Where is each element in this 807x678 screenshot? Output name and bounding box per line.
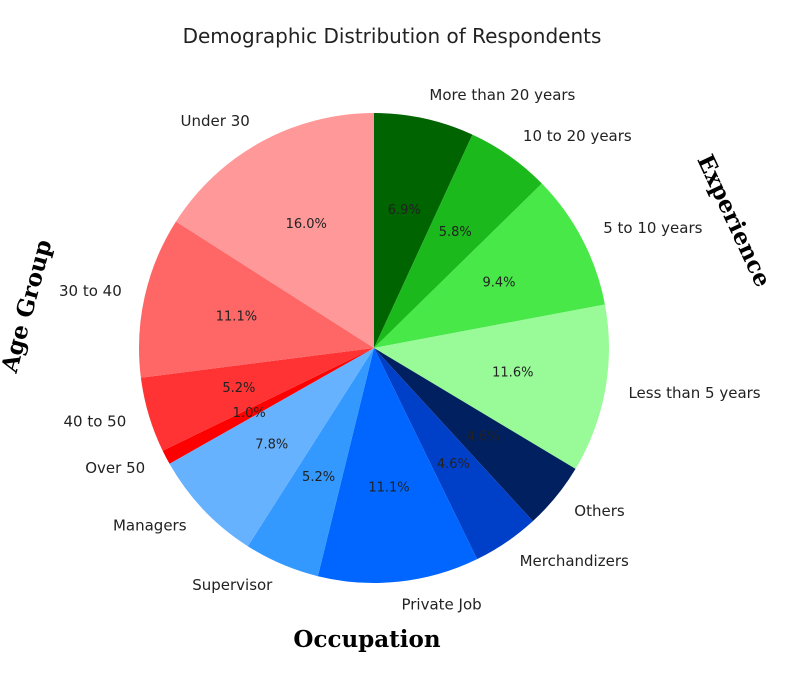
slice-label-5-to-10-years: 5 to 10 years: [603, 219, 702, 237]
slice-label-30-to-40: 30 to 40: [59, 282, 122, 300]
slice-label-10-to-20-years: 10 to 20 years: [523, 127, 632, 145]
group-label-age: Age Group: [0, 237, 57, 377]
pie-slice-more-than-20-years: [374, 113, 473, 348]
slice-label-managers: Managers: [113, 517, 187, 535]
pct-label-supervisor: 5.2%: [302, 470, 335, 485]
slice-label-under-30: Under 30: [181, 112, 250, 130]
group-label-occupation: Occupation: [293, 626, 440, 653]
pct-label-under-30: 16.0%: [286, 217, 327, 232]
slice-label-40-to-50: 40 to 50: [63, 412, 126, 430]
pct-label-more-than-20-years: 6.9%: [388, 203, 421, 218]
pct-label-managers: 7.8%: [255, 438, 288, 453]
pct-label-30-to-40: 11.1%: [216, 310, 257, 325]
pie-slices: [139, 113, 609, 583]
pie-slice-under-30: [175, 113, 374, 348]
pct-label-private-job: 11.1%: [368, 481, 409, 496]
pie-slice-others: [374, 348, 576, 522]
chart-title: Demographic Distribution of Respondents: [183, 24, 602, 48]
pct-label-5-to-10-years: 9.4%: [482, 275, 515, 290]
slice-labels: More than 20 years 10 to 20 years 5 to 10 …: [59, 86, 761, 614]
pie-slice-managers: [169, 348, 374, 547]
slice-label-supervisor: Supervisor: [192, 576, 273, 594]
pie-slice-5-to-10-years: [374, 183, 605, 348]
slice-label-over-50: Over 50: [85, 459, 145, 477]
slice-label-less-than-5-years: Less than 5 years: [628, 384, 760, 402]
pct-label-over-50: 1.0%: [233, 406, 266, 421]
slice-label-private-job: Private Job: [401, 596, 481, 614]
pie-slice-over-50: [162, 348, 374, 464]
slice-label-more-than-20-years: More than 20 years: [429, 86, 575, 104]
pie-slice-10-to-20-years: [374, 134, 542, 348]
pie-slice-30-to-40: [139, 221, 374, 378]
pct-label-less-than-5-years: 11.6%: [492, 365, 533, 380]
slice-label-others: Others: [574, 502, 625, 520]
pie-slice-merchandizers: [374, 348, 533, 560]
slice-label-merchandizers: Merchandizers: [520, 552, 629, 570]
pct-label-merchandizers: 4.6%: [437, 457, 470, 472]
pct-label-40-to-50: 5.2%: [222, 381, 255, 396]
group-label-experience: Experience: [691, 150, 776, 291]
pie-slice-private-job: [317, 348, 478, 583]
pct-label-others: 4.6%: [467, 430, 500, 445]
pie-slice-supervisor: [247, 348, 374, 577]
pct-label-10-to-20-years: 5.8%: [439, 225, 472, 240]
pie-slice-less-than-5-years: [374, 304, 609, 469]
pie-slice-40-to-50: [140, 348, 374, 451]
percent-labels: 6.9% 5.8% 9.4% 11.6% 4.6% 4.6% 11.1% 5.2% 7.8% 1.…: [216, 203, 534, 496]
